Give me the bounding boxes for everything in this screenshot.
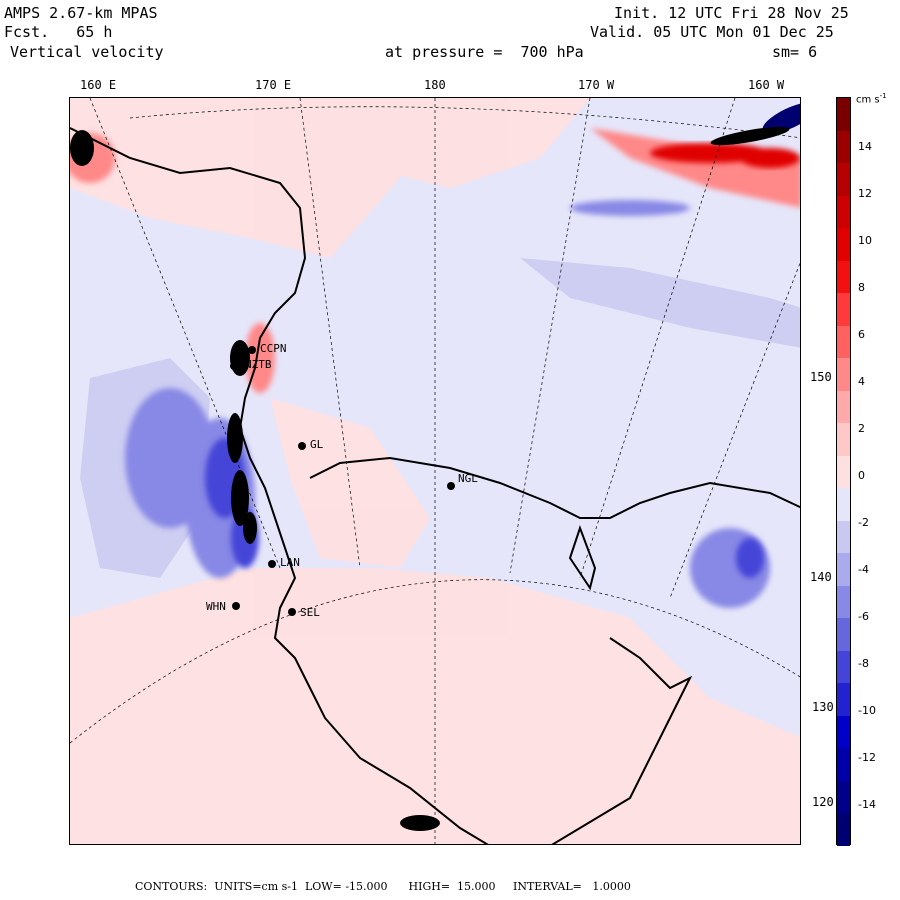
colorbar-segment xyxy=(837,618,850,652)
station-label-gl: GL xyxy=(310,438,324,451)
station-marker-whn xyxy=(232,602,240,610)
colorbar-tick-label: -4 xyxy=(858,563,869,576)
map-panel: CCPN NZTB GL LAN WHN SEL NGL xyxy=(69,97,801,845)
colorbar-segment xyxy=(837,715,850,749)
init-time: Init. 12 UTC Fri 28 Nov 25 xyxy=(614,4,849,22)
colorbar-segment xyxy=(837,228,850,262)
colorbar-segment xyxy=(837,325,850,359)
colorbar-tick-label: -10 xyxy=(858,704,876,717)
colorbar-segment xyxy=(837,488,850,522)
lon-label-170e: 170 E xyxy=(255,78,292,92)
colorbar xyxy=(836,97,851,847)
station-label-sel: SEL xyxy=(300,606,320,619)
colorbar-unit: cm s-1 xyxy=(856,92,887,106)
colorbar-segment xyxy=(837,260,850,294)
colorbar-segment xyxy=(837,390,850,424)
colorbar-tick-label: -8 xyxy=(858,657,869,670)
colorbar-segment xyxy=(837,813,850,847)
colorbar-tick-label: -12 xyxy=(858,751,876,764)
model-title: AMPS 2.67-km MPAS xyxy=(4,4,158,22)
colorbar-tick-label: 10 xyxy=(858,234,872,247)
station-marker-gl xyxy=(298,442,306,450)
colorbar-segment xyxy=(837,683,850,717)
colorbar-tick-label: -2 xyxy=(858,516,869,529)
station-label-ngl: NGL xyxy=(458,472,478,485)
contour-info: CONTOURS: UNITS=cm s-1 LOW= -15.000 HIGH… xyxy=(135,880,631,893)
colorbar-tick-label: 8 xyxy=(858,281,865,294)
colorbar-segment xyxy=(837,650,850,684)
colorbar-tick-label: -6 xyxy=(858,610,869,623)
pressure-level: at pressure = 700 hPa xyxy=(385,43,584,61)
lon-label-160w: 160 W xyxy=(748,78,785,92)
colorbar-tick-label: 6 xyxy=(858,328,865,341)
colorbar-tick-label: -14 xyxy=(858,798,876,811)
station-marker-nztb xyxy=(230,362,238,370)
colorbar-segment xyxy=(837,195,850,229)
vertical-velocity-field xyxy=(70,98,800,844)
colorbar-segment xyxy=(837,520,850,554)
lon-label-170w: 170 W xyxy=(578,78,615,92)
station-label-nztb: NZTB xyxy=(245,358,272,371)
colorbar-segment xyxy=(837,780,850,814)
colorbar-segment xyxy=(837,163,850,197)
colorbar-segment xyxy=(837,585,850,619)
colorbar-tick-label: 14 xyxy=(858,140,872,153)
colorbar-tick-label: 4 xyxy=(858,375,865,388)
colorbar-segment xyxy=(837,130,850,164)
colorbar-segment xyxy=(837,553,850,587)
colorbar-segment xyxy=(837,455,850,489)
colorbar-segment xyxy=(837,423,850,457)
station-marker-ccpn xyxy=(248,346,256,354)
station-marker-ngl xyxy=(447,482,455,490)
field-name: Vertical velocity xyxy=(10,43,164,61)
station-label-whn: WHN xyxy=(206,600,226,613)
station-marker-lan xyxy=(268,560,276,568)
colorbar-segment xyxy=(837,293,850,327)
colorbar-segment xyxy=(837,748,850,782)
station-label-ccpn: CCPN xyxy=(260,342,287,355)
lon-label-180: 180 xyxy=(424,78,446,92)
smoothing: sm= 6 xyxy=(772,43,818,61)
valid-time: Valid. 05 UTC Mon 01 Dec 25 xyxy=(590,23,834,41)
colorbar-tick-label: 0 xyxy=(858,469,865,482)
station-label-lan: LAN xyxy=(280,556,300,569)
station-marker-sel xyxy=(288,608,296,616)
lon-label-160e: 160 E xyxy=(80,78,117,92)
colorbar-segment xyxy=(837,358,850,392)
forecast-hour: Fcst. 65 h xyxy=(4,23,113,41)
colorbar-tick-label: 2 xyxy=(858,422,865,435)
colorbar-segment xyxy=(837,98,850,132)
colorbar-tick-label: 12 xyxy=(858,187,872,200)
